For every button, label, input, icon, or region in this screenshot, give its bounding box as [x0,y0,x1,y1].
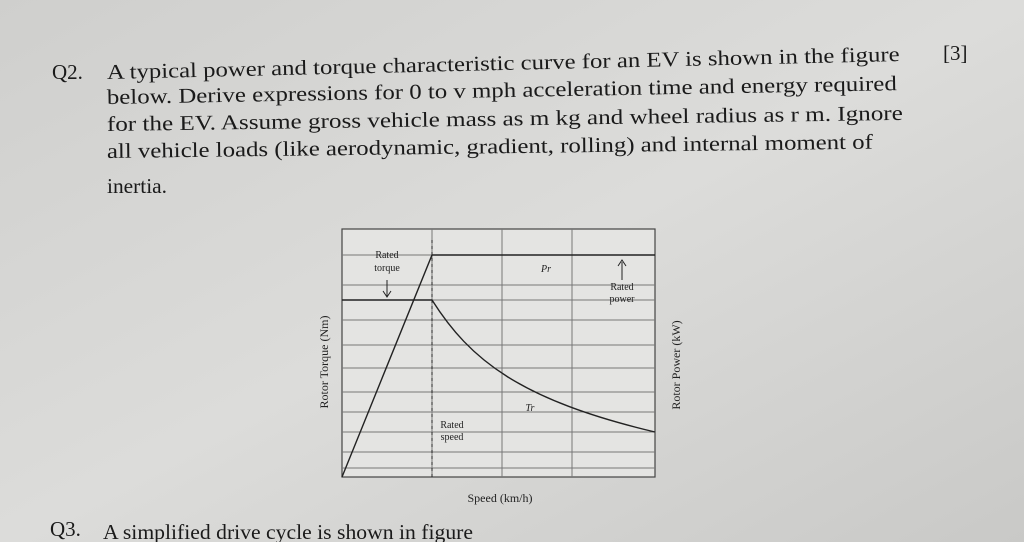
label: torque [374,263,400,274]
marks: [3] [943,41,968,65]
y-axis-title: Rotor Torque (Nm) [317,316,331,409]
arrow [617,259,627,280]
label: Pr [540,264,551,275]
question-number: Q3. [50,517,81,541]
label: speed [441,432,464,443]
label: Rated [610,282,633,293]
text-line: inertia. [107,174,167,198]
label: Rated [375,250,398,261]
torque-curve [342,299,656,433]
question-number: Q2. [52,60,83,84]
question-text: A simplified drive cycle is shown in fig… [103,520,473,542]
y2-axis-title: Rotor Power (kW) [669,320,683,409]
label: Tr [526,403,535,414]
label: Rated [440,420,463,431]
question-text: A typical power and torque characteristi… [107,42,903,198]
arrow [382,280,392,298]
x-axis-title: Speed (km/h) [468,491,533,505]
figure-frame [341,228,656,478]
figure: Rated torque Pr Rated power Tr Rated spe… [317,228,683,505]
label: power [610,294,636,305]
